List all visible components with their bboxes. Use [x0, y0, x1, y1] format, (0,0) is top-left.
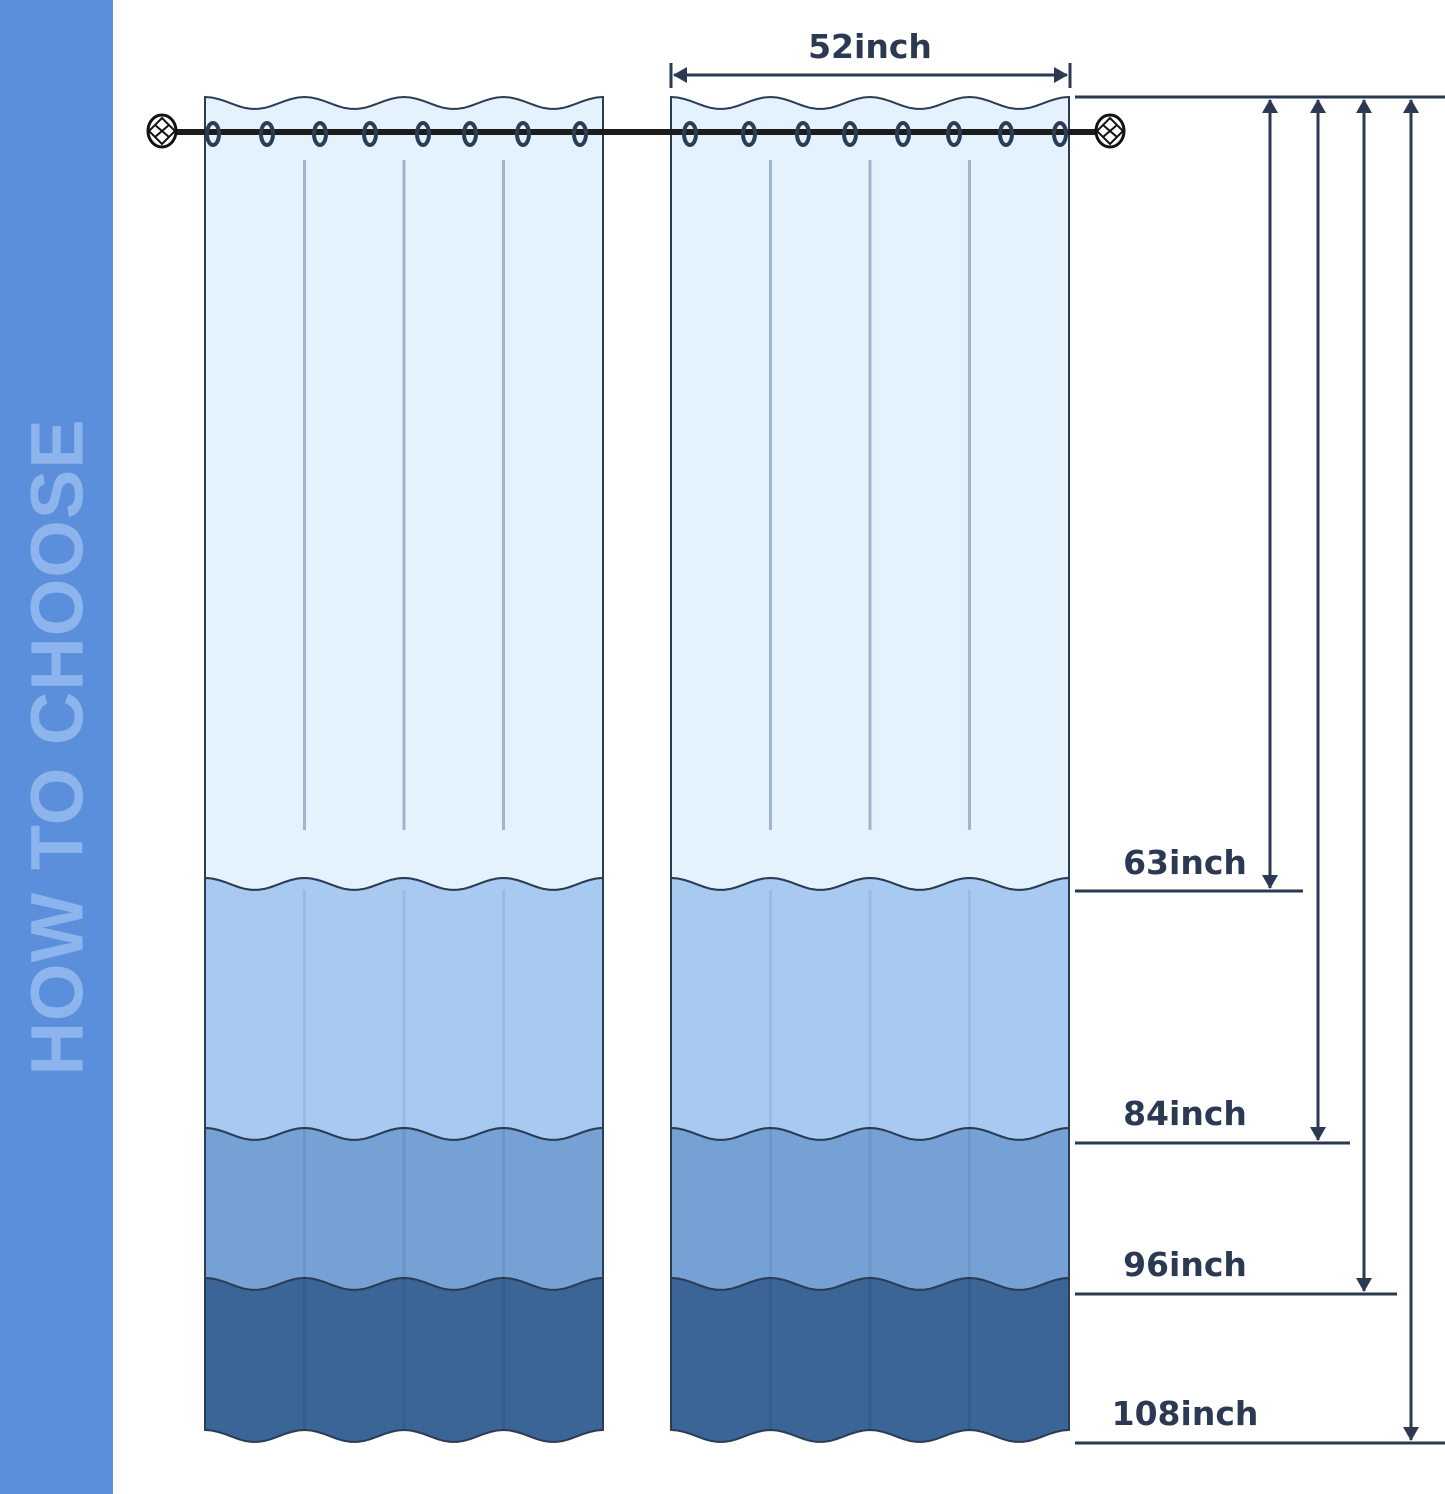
grommet-ring	[205, 121, 221, 147]
width-label: 52inch	[808, 27, 932, 66]
length-label-63: 63inch	[1123, 843, 1247, 882]
grommet-ring	[741, 121, 757, 147]
grommet-ring	[946, 121, 962, 147]
dimension-lines	[669, 63, 1445, 1445]
curtain-panel	[204, 95, 604, 1443]
grommet-ring	[415, 121, 431, 147]
grommet-ring	[1052, 121, 1068, 147]
arrow-icon	[673, 67, 687, 83]
grommet-ring	[312, 121, 328, 147]
curtain-band	[670, 1276, 1070, 1443]
finial-right	[1094, 113, 1126, 149]
length-label-84: 84inch	[1123, 1094, 1247, 1133]
arrow-down-icon	[1310, 1127, 1326, 1141]
arrow-down-icon	[1403, 1427, 1419, 1441]
grommet-ring	[998, 121, 1014, 147]
length-label-96: 96inch	[1123, 1245, 1247, 1284]
finial-left	[146, 113, 178, 149]
curtain-rod	[146, 113, 1126, 149]
arrow-up-icon	[1310, 99, 1326, 113]
curtain-panels	[204, 95, 1070, 1443]
curtain-panel	[670, 95, 1070, 1443]
arrow-down-icon	[1356, 1278, 1372, 1292]
grommet-ring	[259, 121, 275, 147]
grommet-ring	[462, 121, 478, 147]
grommet-ring	[362, 121, 378, 147]
grommet-ring	[795, 121, 811, 147]
arrow-icon	[1054, 67, 1068, 83]
arrow-up-icon	[1262, 99, 1278, 113]
grommet-ring	[895, 121, 911, 147]
arrow-down-icon	[1262, 875, 1278, 889]
grommet-ring	[572, 121, 588, 147]
arrow-up-icon	[1356, 99, 1372, 113]
grommet-ring	[842, 121, 858, 147]
length-label-108: 108inch	[1112, 1394, 1259, 1433]
curtain-band	[204, 1276, 604, 1443]
grommet-ring	[682, 121, 698, 147]
arrow-up-icon	[1403, 99, 1419, 113]
sidebar: HOW TO CHOOSE	[0, 0, 113, 1494]
grommet-ring	[515, 121, 531, 147]
